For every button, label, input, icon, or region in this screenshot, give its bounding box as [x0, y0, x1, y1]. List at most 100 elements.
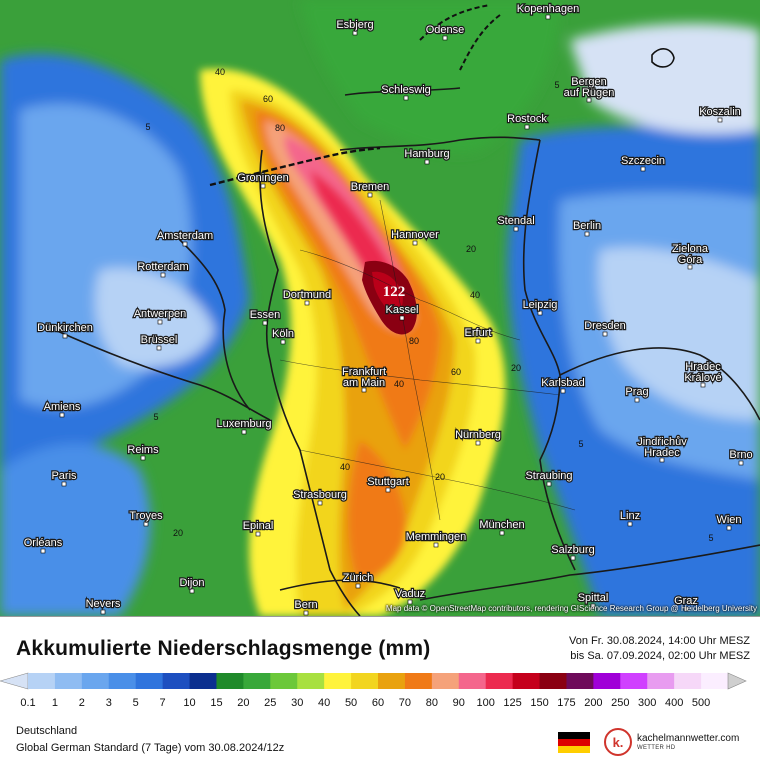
city-marker [726, 525, 732, 531]
legend-tick-label: 1 [51, 697, 58, 709]
contour-labels: 40 60 80 5 5 20 40 80 60 40 20 5 5 40 20 20 5 [145, 67, 713, 543]
legend-color-swatch [647, 673, 675, 689]
city-label: Brno [729, 449, 752, 461]
legend-color-swatch [108, 673, 137, 689]
legend-tick-label: 90 [452, 697, 465, 709]
precip-region-poland-pale [598, 247, 760, 420]
legend-color-swatch [539, 673, 567, 689]
legend-color-swatch [162, 673, 191, 689]
city-label: Bremen [351, 181, 390, 193]
border-benelux [174, 234, 251, 411]
precip-region-north-green [300, 0, 560, 153]
city-marker [255, 531, 261, 537]
legend-color-swatch [566, 673, 594, 689]
city-marker [143, 521, 149, 527]
city-marker [280, 339, 286, 345]
legend-arrow-right [727, 672, 747, 690]
city-marker [524, 124, 530, 130]
legend-tick-label: 0.1 [20, 697, 36, 709]
city-label: Strasbourg [293, 489, 347, 501]
city-label: Rostock [507, 113, 547, 125]
legend-tick-label: 70 [398, 697, 412, 709]
city-marker [100, 609, 106, 615]
contour-value-label: 20 [173, 528, 183, 538]
city-label: Jindřichův Hradec [637, 436, 687, 459]
color-legend-ticks: 0.1 1 2 3 5 7 10 15 20 25 30 40 50 60 70 80 90 100 125 150 1… [0, 697, 760, 711]
border-czech [559, 347, 760, 421]
legend-tick-label: 500 [691, 697, 711, 709]
kachelmann-logo-icon[interactable]: k. [603, 727, 633, 757]
city-marker [499, 530, 505, 536]
city-label: Kopenhagen [517, 3, 579, 15]
city-label: Troyes [129, 510, 163, 522]
city-label: Groningen [237, 172, 288, 184]
city-marker [570, 555, 576, 561]
city-marker [627, 521, 633, 527]
city-marker [61, 481, 67, 487]
city-marker [182, 241, 188, 247]
legend-color-swatch [431, 673, 460, 689]
city-label: Koszalin [699, 106, 741, 118]
contour-value-label: 80 [275, 123, 285, 133]
city-marker [241, 429, 247, 435]
legend-color-swatch [674, 673, 702, 689]
city-marker [513, 226, 519, 232]
city-marker [367, 192, 373, 198]
city-label: Straubing [525, 470, 572, 482]
precip-region-benelux-pale [95, 268, 215, 369]
city-marker [403, 95, 409, 101]
coastline-north [209, 146, 381, 187]
city-label: Orléans [24, 537, 63, 549]
legend-tick-label: 175 [557, 697, 576, 709]
country-borders [54, 87, 760, 616]
city-label: Szczecin [621, 155, 665, 167]
brand-name[interactable]: kachelmannwetter.com [637, 733, 740, 744]
legend-tick-label: 3 [105, 697, 112, 709]
precip-band-south-orange [348, 440, 406, 579]
legend-tick-label: 15 [210, 697, 223, 709]
legend-color-swatch [701, 673, 729, 689]
city-labels: Esbjerg Kopenhagen Odense Schleswig Bergen au… [23, 2, 754, 616]
city-marker [590, 603, 596, 609]
city-marker [352, 30, 358, 36]
border-germany-north [339, 136, 541, 151]
precipitation-map[interactable]: 40 60 80 5 5 20 40 80 60 40 20 5 5 40 20 20 5 Esbjerg Kop… [0, 0, 760, 616]
city-marker [602, 331, 608, 337]
city-marker [545, 14, 551, 20]
city-marker [385, 487, 391, 493]
city-label: Salzburg [551, 544, 594, 556]
legend-tick-label: 300 [638, 697, 657, 709]
city-marker [717, 117, 723, 123]
city-label: Leipzig [523, 299, 558, 311]
contour-value-label: 20 [511, 363, 521, 373]
precip-region-baltic-pale [570, 23, 760, 134]
city-marker [738, 460, 744, 466]
legend-color-swatch [404, 673, 433, 689]
city-label: Prag [625, 386, 648, 398]
legend-color-swatch [28, 673, 56, 689]
coastline-denmark [419, 4, 501, 71]
color-legend-bar [0, 672, 747, 690]
contour-value-label: 40 [394, 379, 404, 389]
contour-value-label: 60 [263, 94, 273, 104]
legend-tick-label: 10 [183, 697, 196, 709]
city-marker [683, 606, 689, 612]
city-label: München [479, 519, 524, 531]
city-label: Reims [127, 444, 159, 456]
city-label: Köln [272, 328, 294, 340]
city-label: Vaduz [395, 588, 425, 600]
city-label: Spittal [578, 592, 609, 604]
border-germany-west [259, 149, 361, 616]
city-label: Dortmund [283, 289, 331, 301]
city-label: Bergen auf Rügen [564, 76, 615, 99]
svg-text:k.: k. [613, 735, 624, 750]
region-label: Deutschland [16, 725, 78, 737]
state-borders [279, 199, 576, 521]
germany-flag-icon [558, 732, 590, 753]
border-belgium-france [54, 329, 271, 421]
city-marker [140, 455, 146, 461]
contour-value-label: 40 [215, 67, 225, 77]
city-label: Karlsbad [541, 377, 584, 389]
city-label: Kassel [385, 304, 418, 316]
city-marker [412, 240, 418, 246]
